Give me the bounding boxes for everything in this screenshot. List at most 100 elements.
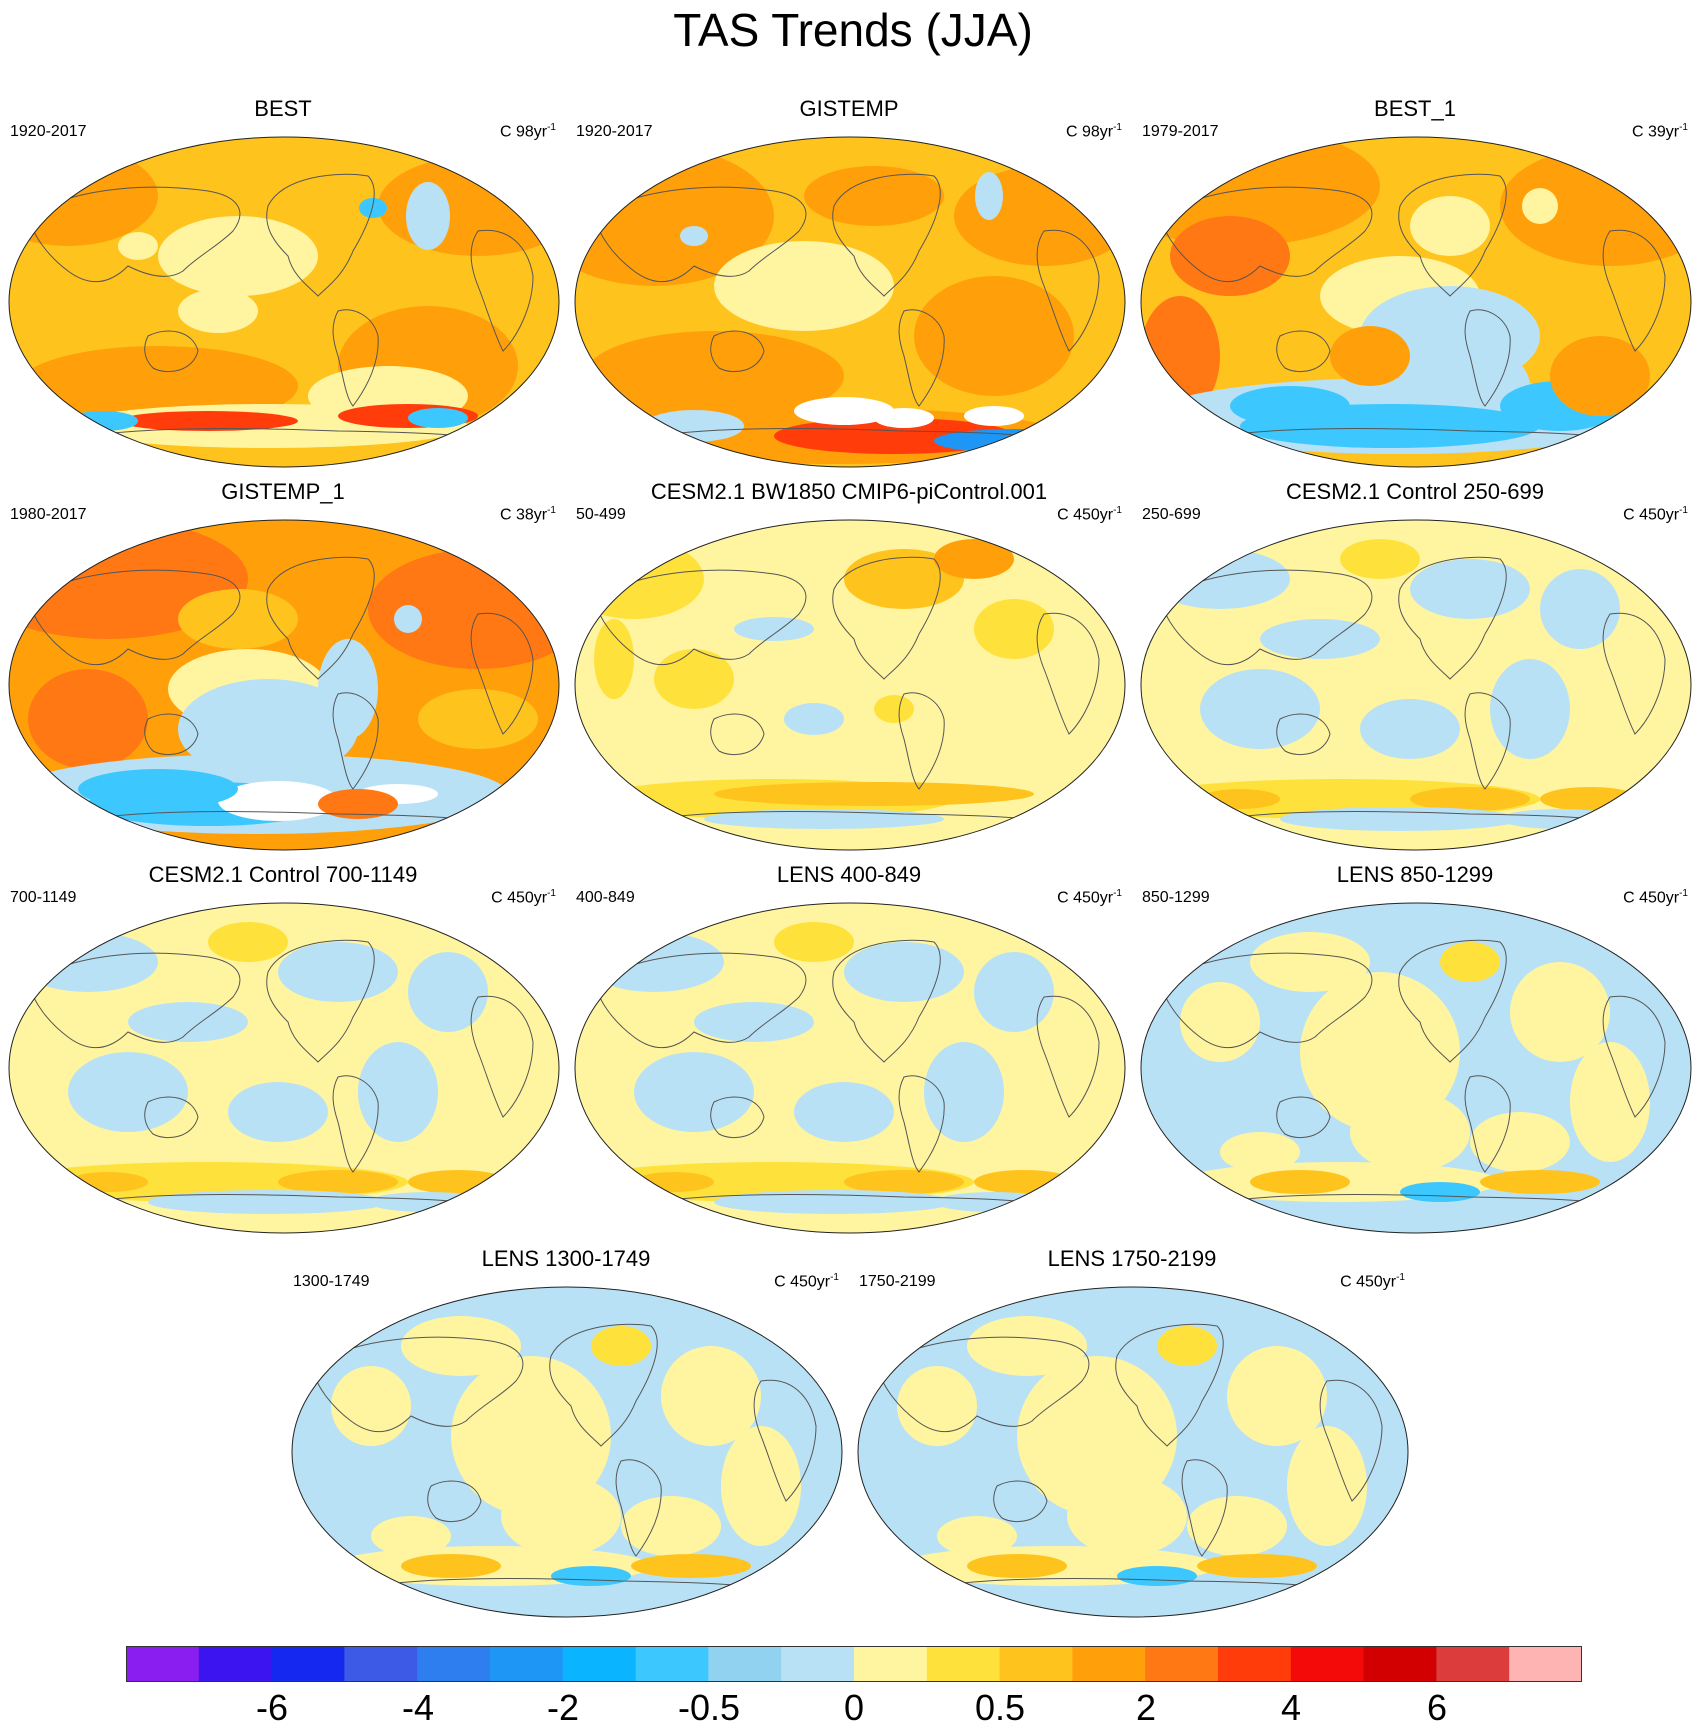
map-panel: BEST 1920-2017 C 98yr-1 [0, 96, 566, 471]
coastline [1036, 229, 1100, 352]
trend-region [1360, 699, 1460, 759]
map-outline [857, 1286, 1409, 1618]
trend-region [924, 1042, 1004, 1142]
trend-region [118, 232, 158, 260]
panel-title: BEST [254, 96, 312, 121]
coastline [1159, 952, 1373, 1049]
trend-region [394, 605, 422, 633]
units-text: C 450yr [1623, 506, 1680, 524]
panel-title: GISTEMP_1 [221, 479, 345, 504]
units-exponent: -1 [1113, 888, 1122, 899]
trend-region [406, 182, 450, 250]
colorbar-box [1145, 1646, 1219, 1682]
coastline [898, 692, 945, 790]
world-map-robinson [8, 902, 560, 1234]
trend-region [1400, 1182, 1480, 1202]
trend-region [621, 1496, 721, 1556]
panel-title: LENS 850-1299 [1336, 862, 1494, 887]
panel-units-label: C 38yr-1 [500, 501, 556, 525]
trend-region [1200, 669, 1320, 749]
units-text: C 450yr [774, 1273, 831, 1291]
units-text: C 450yr [491, 889, 548, 907]
trend-region [318, 789, 398, 819]
coastline [1276, 713, 1331, 756]
colorbar [126, 1646, 1582, 1682]
panel-title: CESM2.1 BW1850 CMIP6-piControl.001 [650, 479, 1048, 504]
coastline [1398, 173, 1507, 297]
trend-region [721, 1426, 801, 1546]
units-text: C 98yr [499, 123, 548, 141]
trend-region [1410, 787, 1530, 811]
colorbar-tick-label: -2 [546, 1687, 580, 1728]
trend-region [28, 669, 148, 769]
trend-region [844, 1170, 964, 1194]
coastline [1115, 1323, 1224, 1447]
world-map-robinson [1140, 136, 1692, 468]
colorbar-box [126, 1646, 200, 1682]
trend-region [408, 952, 488, 1032]
world-map-robinson [8, 519, 560, 851]
colorbar-box [635, 1646, 709, 1682]
coastline [1181, 1459, 1228, 1557]
units-text: C 98yr [1065, 123, 1114, 141]
map-panel: BEST_1 1979-2017 C 39yr-1 [1132, 96, 1698, 471]
colorbar-box [781, 1646, 855, 1682]
trend-region [358, 1042, 438, 1142]
map-panel: GISTEMP_1 1980-2017 C 38yr-1 [0, 479, 566, 854]
colorbar-box [854, 1646, 928, 1682]
trend-region [1300, 972, 1460, 1132]
panel-period-label: 1750-2199 [859, 1273, 936, 1290]
colorbar-tick-label: 4 [1280, 1687, 1302, 1728]
trend-region [1170, 216, 1290, 296]
trend-region [318, 639, 378, 739]
map-outline [1140, 902, 1692, 1234]
trend-region [359, 198, 387, 218]
trend-region [78, 769, 238, 809]
colorbar-box [1290, 1646, 1365, 1682]
coastline [1276, 330, 1331, 373]
coastline [1464, 692, 1511, 790]
units-text: C 39yr [1631, 123, 1680, 141]
coastline [1036, 612, 1100, 735]
map-outline [1140, 136, 1692, 468]
coastlines [1159, 173, 1666, 442]
trend-region [1200, 789, 1280, 809]
trend-region [1410, 559, 1530, 619]
units-text: C 450yr [1057, 889, 1114, 907]
trend-region [967, 1554, 1067, 1578]
trend-region [634, 1172, 714, 1192]
panel-period-label: 250-699 [1142, 506, 1201, 523]
coastline [993, 1480, 1048, 1523]
trend-region [714, 782, 1034, 806]
units-exponent: -1 [1679, 122, 1688, 133]
panel-title: CESM2.1 Control 700-1149 [148, 862, 418, 887]
trend-region [278, 942, 398, 1002]
units-exponent: -1 [547, 122, 556, 133]
trend-region [844, 549, 964, 609]
colorbar-tick-label: 6 [1426, 1687, 1448, 1728]
trend-region [914, 276, 1074, 396]
panel-title: CESM2.1 Control 250-699 [1285, 479, 1545, 504]
units-exponent: -1 [1113, 505, 1122, 516]
coastline [310, 1336, 524, 1433]
colorbar-tick-label: -0.5 [677, 1687, 741, 1728]
colorbar-tick-label: 2 [1135, 1687, 1157, 1728]
trend-region [1230, 386, 1350, 426]
trend-region [1540, 569, 1620, 649]
colorbar-box [999, 1646, 1073, 1682]
panel-units-label: C 450yr-1 [1057, 501, 1122, 525]
trend-region [1150, 549, 1290, 609]
coastline [266, 556, 375, 680]
coastline [27, 569, 241, 666]
trend-region [1330, 326, 1410, 386]
coastline [470, 612, 534, 735]
world-map-robinson [574, 519, 1126, 851]
trend-region [874, 695, 914, 723]
trend-region [974, 1170, 1074, 1194]
trend-region [1490, 659, 1570, 759]
coastline [427, 1480, 482, 1523]
map-outline [574, 136, 1126, 468]
map-panel: LENS 1750-2199 1750-2199 C 450yr-1 [849, 1246, 1415, 1621]
coastline [266, 939, 375, 1063]
units-text: C 450yr [1340, 1273, 1397, 1291]
